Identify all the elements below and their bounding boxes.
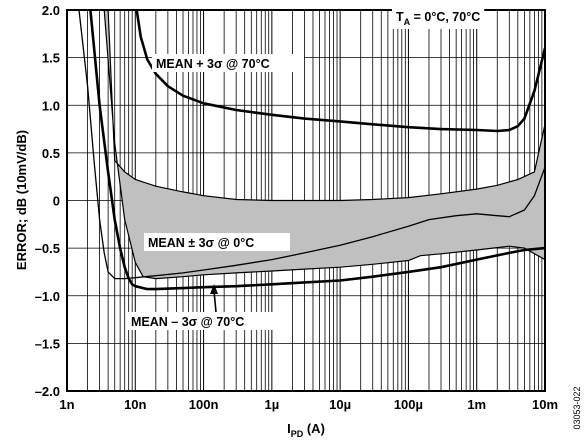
- x-tick-labels: 1n 10n 100n 1µ 10µ 100µ 1m 10m: [59, 397, 558, 412]
- temperature-label-box: [392, 8, 485, 29]
- x-tick-label: 100n: [189, 397, 219, 412]
- lower-label-arrowhead: [210, 284, 218, 294]
- lower-label-bg: [127, 312, 291, 330]
- lower-series-label: MEAN – 3σ @ 70°C: [131, 315, 244, 329]
- x-tick-label: 1n: [59, 397, 74, 412]
- x-tick-label: 1m: [467, 397, 486, 412]
- y-axis-title: ERROR; dB (10mV/dB): [14, 130, 29, 270]
- band-label-bg: [144, 233, 290, 251]
- upper-label-bg: [152, 54, 304, 72]
- plot-frame: [66, 9, 546, 392]
- y-tick-label: –2.0: [35, 384, 60, 399]
- band-label: MEAN ± 3σ @ 0°C: [148, 236, 254, 250]
- series-layer: [78, 9, 547, 291]
- mean-minus-3sigma-70c-thin-line: [78, 9, 546, 280]
- upper-series-label: MEAN + 3σ @ 70°C: [156, 57, 270, 71]
- band-fill-0C: [103, 9, 546, 280]
- y-tick-label: 2.0: [42, 3, 60, 18]
- lower-label-arrow: [213, 290, 217, 313]
- y-tick-label: 1.0: [42, 98, 60, 113]
- x-axis-title: IPD (A): [287, 421, 325, 439]
- y-tick-label: 0.5: [42, 146, 60, 161]
- mean-plus-3sigma-70c-line: [135, 9, 547, 133]
- x-tick-label: 100µ: [394, 397, 423, 412]
- y-tick-label: –1.5: [35, 336, 60, 351]
- x-tick-label: 10n: [124, 397, 146, 412]
- y-tick-labels: 2.0 1.5 1.0 0.5 0 –0.5 –1.0 –1.5 –2.0: [35, 3, 60, 399]
- temperature-label: TA = 0°C, 70°C: [396, 10, 480, 27]
- x-tick-label: 10µ: [329, 397, 351, 412]
- y-tick-label: 0: [53, 194, 60, 209]
- y-tick-label: –1.0: [35, 289, 60, 304]
- y-tick-label: 1.5: [42, 51, 60, 66]
- x-tick-label: 1µ: [264, 397, 279, 412]
- x-tick-label: 10m: [532, 397, 558, 412]
- figure-id: 03053-022: [572, 386, 582, 429]
- y-tick-label: –0.5: [35, 241, 60, 256]
- band-layer: [103, 9, 546, 280]
- mean-minus-3sigma-70c-line: [89, 9, 546, 291]
